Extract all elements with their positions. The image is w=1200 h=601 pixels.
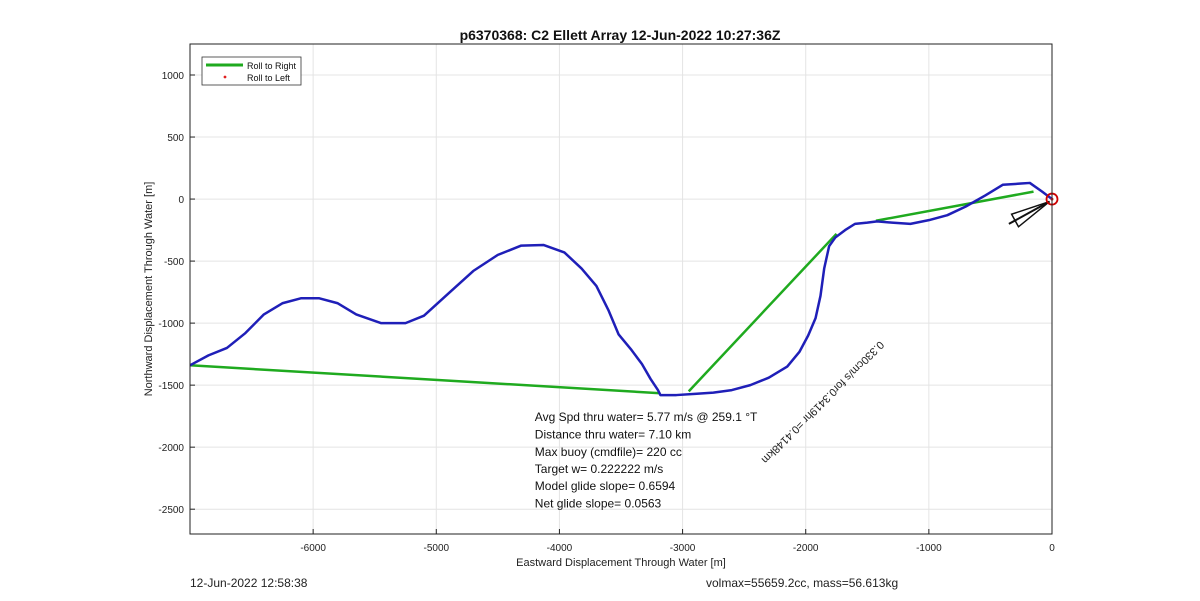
x-tick-label: -1000	[916, 543, 942, 554]
x-tick-label: -6000	[300, 543, 326, 554]
grid-lines	[190, 44, 1053, 534]
legend-roll-left-label: Roll to Left	[247, 73, 291, 83]
x-tick-label: -4000	[547, 543, 573, 554]
roll-right-segment	[875, 190, 1034, 223]
annotation-line: Net glide slope= 0.0563	[535, 496, 662, 510]
legend: Roll to Right Roll to Left	[201, 56, 302, 86]
footer-vol-mass: volmax=55659.2cc, mass=56.613kg	[706, 576, 899, 590]
y-tick-label: 1000	[162, 71, 185, 82]
legend-roll-right-label: Roll to Right	[247, 61, 297, 71]
axes-box	[189, 43, 1053, 535]
track-line	[189, 181, 1053, 397]
annotation-block: Avg Spd thru water= 5.77 m/s @ 259.1 °T D…	[535, 410, 758, 510]
chart-title: p6370368: C2 Ellett Array 12-Jun-2022 10…	[460, 27, 781, 43]
footer-timestamp: 12-Jun-2022 12:58:38	[190, 576, 308, 590]
y-axis-label: Northward Displacement Through Water [m]	[143, 182, 155, 397]
x-tick-label: -5000	[423, 543, 449, 554]
x-tick-label: -2000	[793, 543, 819, 554]
y-tick-label: -2000	[158, 443, 184, 454]
x-axis-label: Eastward Displacement Through Water [m]	[516, 557, 726, 569]
annotation-line: Distance thru water= 7.10 km	[535, 427, 691, 441]
y-tick-label: -1000	[158, 319, 184, 330]
y-tick-label: 0	[178, 195, 184, 206]
y-tick-labels: 1000 500 0 -500 -1000 -1500 -2000 -2500	[158, 71, 184, 516]
roll-right-segment	[687, 232, 838, 393]
annotation-line: Max buoy (cmdfile)= 220 cc	[535, 445, 682, 459]
y-tick-label: -2500	[158, 505, 184, 516]
x-tick-label: 0	[1049, 543, 1055, 554]
x-tick-label: -3000	[670, 543, 696, 554]
x-tick-labels: -6000 -5000 -4000 -3000 -2000 -1000 0	[300, 543, 1055, 554]
y-tick-label: -1500	[158, 381, 184, 392]
annotation-line: Model glide slope= 0.6594	[535, 479, 676, 493]
annotation-line: Avg Spd thru water= 5.77 m/s @ 259.1 °T	[535, 410, 758, 424]
annotation-line: Target w= 0.222222 m/s	[535, 462, 663, 476]
legend-box	[201, 56, 302, 86]
legend-roll-left-swatch	[223, 75, 227, 79]
plot-area	[189, 181, 1059, 397]
roll-right-segment	[189, 364, 661, 395]
y-tick-label: -500	[164, 257, 184, 268]
y-tick-label: 500	[167, 133, 184, 144]
current-arrow-head	[1010, 200, 1051, 228]
